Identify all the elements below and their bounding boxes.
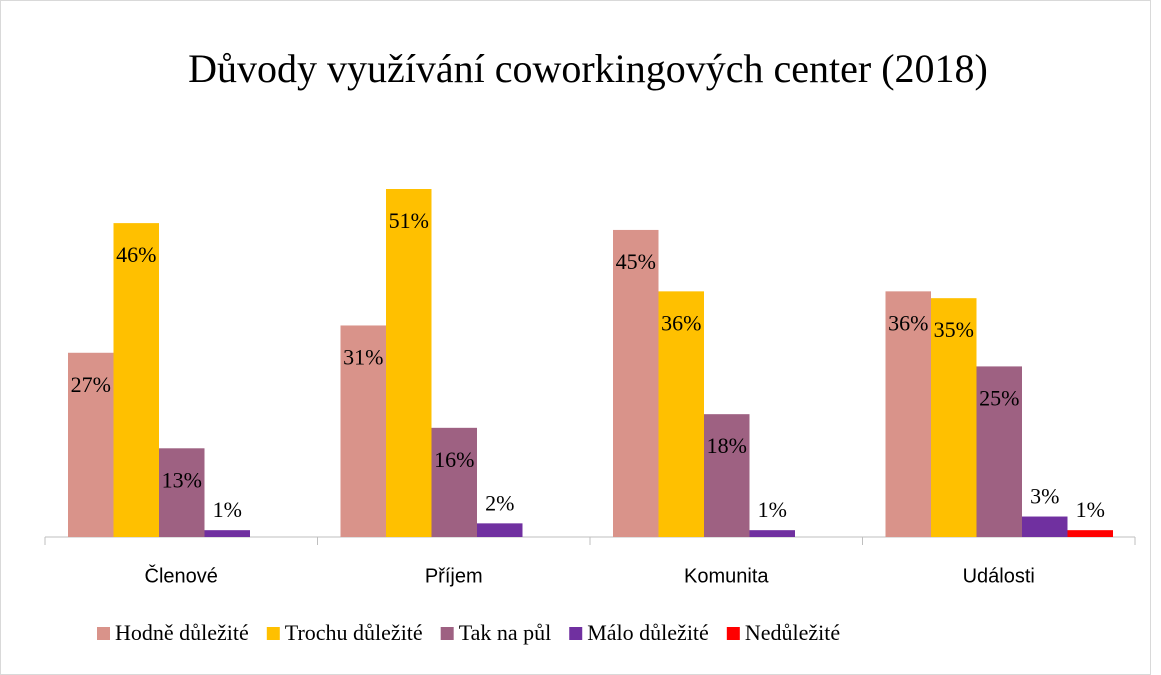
data-label: 35% — [934, 317, 974, 342]
bar — [1067, 530, 1113, 537]
data-label: 31% — [343, 345, 383, 370]
data-label: 27% — [71, 372, 111, 397]
x-tick-label: Členové — [145, 564, 218, 587]
data-label: 1% — [758, 497, 787, 522]
data-label: 46% — [116, 242, 156, 267]
legend-swatch — [97, 627, 110, 640]
legend-swatch — [726, 627, 740, 640]
bar — [749, 530, 795, 537]
data-label: 16% — [434, 447, 474, 472]
legend-label: Trochu důležité — [285, 620, 423, 645]
x-tick-label: Příjem — [425, 565, 483, 587]
legend-label: Tak na půl — [459, 620, 552, 645]
bar — [477, 523, 523, 537]
data-label: 51% — [389, 208, 429, 233]
bar — [113, 223, 159, 537]
legend-label: Málo důležité — [587, 620, 709, 645]
bar — [431, 427, 477, 537]
bar — [704, 414, 750, 537]
x-tick-label: Události — [963, 565, 1035, 587]
legend-label: Hodně důležité — [115, 620, 249, 645]
data-label: 3% — [1030, 484, 1059, 509]
data-label: 36% — [661, 310, 701, 335]
bar — [885, 291, 931, 537]
bar — [1022, 516, 1068, 537]
chart-title: Důvody využívání coworkingových center (… — [188, 46, 988, 91]
data-label: 1% — [213, 497, 242, 522]
legend-swatch — [266, 627, 280, 640]
data-label: 13% — [162, 467, 202, 492]
bar — [976, 366, 1022, 537]
data-label: 45% — [616, 249, 656, 274]
legend-swatch — [569, 627, 583, 640]
legend-label: Nedůležité — [745, 620, 840, 645]
x-tick-label: Komunita — [684, 565, 769, 587]
bar — [386, 189, 432, 537]
bar — [340, 325, 386, 537]
bar — [658, 291, 704, 537]
bar — [159, 448, 205, 537]
legend-swatch — [440, 627, 454, 640]
data-label: 18% — [707, 433, 747, 458]
data-label: 25% — [979, 385, 1019, 410]
data-label: 1% — [1076, 497, 1105, 522]
data-label: 2% — [485, 490, 514, 515]
data-label: 36% — [888, 310, 928, 335]
bar — [931, 298, 977, 537]
bar — [68, 352, 114, 537]
bar — [613, 229, 659, 538]
bar — [204, 530, 250, 537]
